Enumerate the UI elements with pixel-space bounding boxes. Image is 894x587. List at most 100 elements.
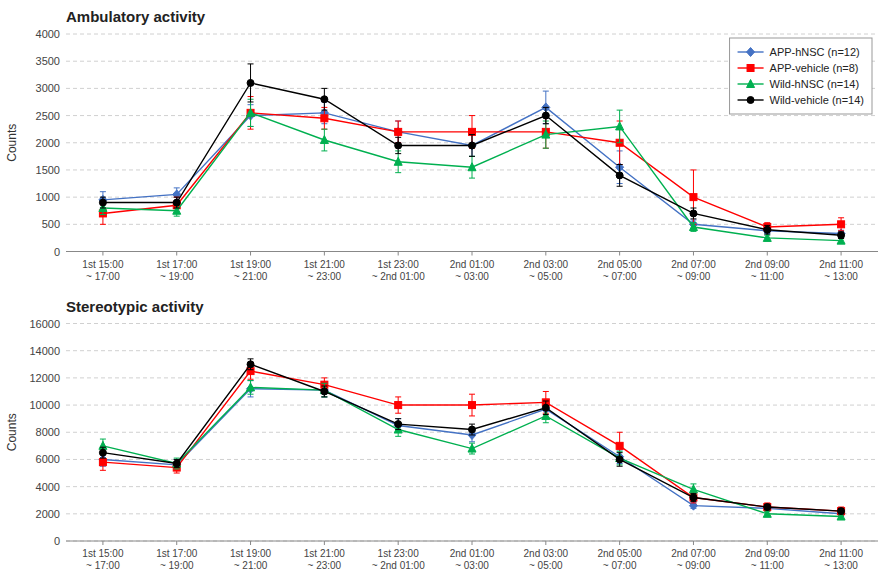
x-tick-label: 2nd 05:00~ 07:00 xyxy=(597,548,642,571)
error-bar xyxy=(395,419,401,430)
x-tick-label: 2nd 11:00~ 13:00 xyxy=(819,548,863,571)
marker xyxy=(395,421,402,428)
marker xyxy=(469,142,476,149)
marker xyxy=(99,459,106,466)
marker xyxy=(173,460,180,467)
title: Stereotypic activity xyxy=(66,298,204,315)
grid-line xyxy=(66,513,878,514)
y-grid: 0200040006000800010000120001400016000 xyxy=(29,318,878,548)
x-tick xyxy=(767,252,768,256)
marker xyxy=(394,127,402,136)
y-tick-label: 16000 xyxy=(29,318,60,330)
marker xyxy=(616,122,624,130)
x-tick-label-line: ~ 19:00 xyxy=(160,271,194,282)
marker xyxy=(763,233,771,241)
error-bar xyxy=(395,397,401,413)
marker xyxy=(690,494,697,501)
marker xyxy=(468,444,476,452)
error-bar xyxy=(469,443,475,454)
y-tick-label: 1500 xyxy=(36,164,60,176)
marker xyxy=(173,460,181,469)
x-tick-label: 2nd 07:00~ 09:00 xyxy=(671,259,716,282)
marker xyxy=(838,221,845,228)
y-tick-label: 0 xyxy=(54,535,60,547)
x-tick xyxy=(767,541,768,545)
x-tick-label-line: ~ 2nd 01:00 xyxy=(372,271,426,282)
x-tick xyxy=(841,252,842,256)
x-tick-label: 2nd 05:00~ 07:00 xyxy=(597,259,642,282)
series-line xyxy=(103,364,841,511)
x-tick-label-line: ~ 09:00 xyxy=(677,560,711,571)
marker xyxy=(320,136,328,144)
x-tick xyxy=(398,252,399,256)
error-bar xyxy=(395,137,401,153)
x-axis: 1st 15:00~ 17:001st 17:00~ 19:001st 19:0… xyxy=(82,541,863,571)
x-tick xyxy=(619,252,620,256)
x-tick-label-line: ~ 23:00 xyxy=(308,271,342,282)
marker xyxy=(690,494,697,501)
marker xyxy=(247,79,254,86)
x-tick-label-line: 1st 19:00 xyxy=(230,548,272,559)
marker xyxy=(764,226,771,233)
error-bar xyxy=(248,381,254,397)
legend-label: Wild-hNSC (n=14) xyxy=(770,78,860,90)
marker xyxy=(542,130,550,138)
legend-label: Wild-vehicle (n=14) xyxy=(770,94,864,106)
x-tick-label: 1st 23:00~ 2nd 01:00 xyxy=(372,259,426,282)
x-tick xyxy=(176,541,177,545)
error-bar xyxy=(764,504,770,509)
error-bar xyxy=(838,507,844,515)
legend-label: APP-vehicle (n=8) xyxy=(770,62,859,74)
x-tick-label-line: ~ 09:00 xyxy=(677,271,711,282)
y-tick-label: 0 xyxy=(54,246,60,258)
error-bar xyxy=(690,492,696,503)
y-tick-label: 4000 xyxy=(36,28,60,40)
x-tick-label-line: ~ 13:00 xyxy=(824,271,858,282)
x-tick xyxy=(324,252,325,256)
x-tick-label: 1st 17:00~ 19:00 xyxy=(156,259,198,282)
marker xyxy=(838,508,845,515)
error-bar xyxy=(617,110,623,143)
y-tick-label: 2000 xyxy=(36,508,60,520)
x-tick-label-line: ~ 21:00 xyxy=(234,560,268,571)
x-tick-label-line: 1st 21:00 xyxy=(304,548,346,559)
series xyxy=(99,381,845,520)
error-bar xyxy=(248,381,254,395)
x-tick xyxy=(324,541,325,545)
x-tick-label: 2nd 03:00~ 05:00 xyxy=(524,259,569,282)
error-bar xyxy=(469,394,475,416)
x-tick-label: 1st 21:00~ 23:00 xyxy=(304,548,346,571)
x-tick-label-line: 1st 21:00 xyxy=(304,259,346,270)
x-tick-label-line: 1st 19:00 xyxy=(230,259,272,270)
x-tick xyxy=(619,541,620,545)
grid-line xyxy=(66,224,878,225)
error-bar xyxy=(690,170,696,224)
x-tick xyxy=(472,541,473,545)
x-tick-label: 2nd 01:00~ 03:00 xyxy=(450,259,495,282)
x-tick xyxy=(693,541,694,545)
grid-line xyxy=(66,323,878,324)
x-tick-label-line: 2nd 07:00 xyxy=(671,548,716,559)
legend-label: APP-hNSC (n=12) xyxy=(770,46,860,58)
error-bar xyxy=(100,447,106,458)
marker xyxy=(542,112,549,119)
error-bar xyxy=(321,386,327,397)
y-tick-label: 6000 xyxy=(36,453,60,465)
series xyxy=(99,359,844,515)
x-tick-label-line: 2nd 03:00 xyxy=(524,548,569,559)
error-bar xyxy=(543,91,549,124)
x-tick-label-line: 1st 15:00 xyxy=(82,548,124,559)
panel: Ambulatory activityCounts050010001500200… xyxy=(5,8,878,282)
marker xyxy=(99,449,106,456)
error-bar xyxy=(321,129,327,151)
x-tick xyxy=(102,541,103,545)
error-bar xyxy=(764,503,770,511)
marker xyxy=(173,199,180,206)
x-tick-label-line: ~ 23:00 xyxy=(308,560,342,571)
x-tick-label-line: ~ 17:00 xyxy=(86,560,120,571)
panel: Stereotypic activityCounts02000400060008… xyxy=(5,298,878,572)
x-tick xyxy=(545,252,546,256)
error-bar xyxy=(543,121,549,148)
x-tick-label-line: 2nd 03:00 xyxy=(524,259,569,270)
error-bar xyxy=(174,459,180,467)
